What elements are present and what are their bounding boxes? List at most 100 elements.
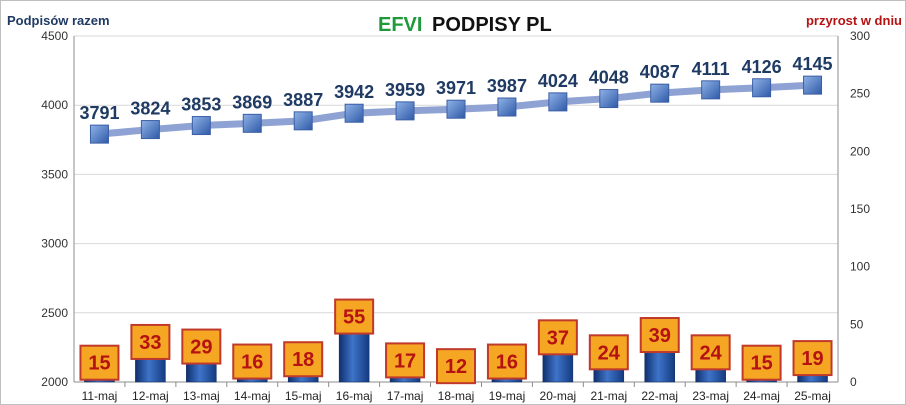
y-right-tick-label: 100 bbox=[850, 260, 870, 274]
x-tick-label: 24-maj bbox=[743, 389, 780, 403]
line-point bbox=[752, 78, 772, 98]
line-point bbox=[803, 75, 823, 95]
bar-value-box bbox=[588, 334, 629, 371]
line-point bbox=[191, 116, 211, 136]
line-point bbox=[89, 124, 109, 144]
bar-value-label: 24 bbox=[700, 342, 723, 364]
line-point bbox=[293, 111, 313, 131]
line-value-label: 4126 bbox=[742, 57, 782, 77]
bar-value-label: 19 bbox=[801, 348, 823, 370]
bar-value-box bbox=[232, 343, 273, 380]
line-value-label: 4087 bbox=[640, 62, 680, 82]
y-left-tick-label: 2000 bbox=[41, 375, 68, 389]
line-value-label: 3887 bbox=[283, 90, 323, 110]
x-tick-label: 13-maj bbox=[183, 389, 220, 403]
y-axis-left-label: Podpisów razem bbox=[7, 13, 110, 28]
x-tick-label: 20-maj bbox=[540, 389, 577, 403]
line-value-label: 4024 bbox=[538, 71, 578, 91]
x-tick-label: 12-maj bbox=[132, 389, 169, 403]
line-value-label: 3853 bbox=[181, 95, 221, 115]
y-right-tick-label: 0 bbox=[850, 375, 857, 389]
bar-value-box bbox=[792, 340, 833, 377]
chart-title: PODPISY PL bbox=[432, 14, 552, 36]
data-labels: 15 33 29 16 18 55 17 12 16 37 24 39 24 15 19 3791 3824 38… bbox=[79, 54, 833, 385]
bar-value-box bbox=[181, 328, 222, 365]
bar-value-label: 29 bbox=[190, 337, 212, 359]
y-left-tick-label: 3000 bbox=[41, 237, 68, 251]
line-point bbox=[497, 97, 517, 117]
bar-value-label: 12 bbox=[445, 356, 467, 378]
bar-value-box bbox=[436, 348, 476, 385]
bar-value-label: 15 bbox=[750, 353, 772, 375]
line-point bbox=[650, 83, 670, 103]
bar-value-box bbox=[283, 341, 324, 378]
x-tick-label: 18-maj bbox=[438, 389, 475, 403]
y-axis-left-ticks: 2000 2500 3000 3500 4000 4500 bbox=[41, 29, 68, 389]
y-left-tick-label: 4000 bbox=[41, 98, 68, 112]
line-value-label: 3959 bbox=[385, 80, 425, 100]
bar-value-label: 24 bbox=[598, 342, 621, 364]
line-value-label: 3791 bbox=[79, 103, 119, 123]
bar-value-box bbox=[639, 317, 680, 354]
x-tick-label: 16-maj bbox=[336, 389, 373, 403]
x-tick-label: 25-maj bbox=[794, 389, 831, 403]
x-axis-ticks: 11-maj 12-maj 13-maj 14-maj 15-maj 16-maj 17-m… bbox=[82, 382, 831, 403]
bar-value-box bbox=[334, 298, 375, 335]
x-tick-label: 21-maj bbox=[590, 389, 627, 403]
y-left-tick-label: 2500 bbox=[41, 306, 68, 320]
y-right-tick-label: 300 bbox=[850, 29, 870, 43]
line-value-label: 3824 bbox=[130, 99, 170, 119]
line-value-label: 4145 bbox=[793, 54, 833, 74]
line-value-label: 3869 bbox=[232, 92, 272, 112]
bar-value-box bbox=[385, 342, 426, 379]
x-tick-label: 15-maj bbox=[285, 389, 322, 403]
bar-value-box bbox=[130, 323, 171, 360]
bar-value-box bbox=[690, 334, 731, 371]
x-tick-label: 23-maj bbox=[692, 389, 729, 403]
line-value-label: 3942 bbox=[334, 82, 374, 102]
y-right-tick-label: 150 bbox=[850, 202, 870, 216]
line-point bbox=[395, 101, 415, 121]
line-point bbox=[140, 120, 160, 140]
line-point bbox=[701, 80, 721, 100]
y-right-tick-label: 50 bbox=[850, 317, 864, 331]
bar-value-label: 33 bbox=[139, 332, 161, 354]
x-tick-label: 19-maj bbox=[489, 389, 526, 403]
bar-value-label: 16 bbox=[241, 352, 263, 374]
line-point bbox=[446, 99, 466, 119]
line-series bbox=[89, 75, 823, 144]
line-value-label: 4111 bbox=[692, 59, 730, 79]
line-value-label: 4048 bbox=[589, 68, 629, 88]
y-left-tick-label: 4500 bbox=[41, 29, 68, 43]
x-tick-label: 11-maj bbox=[82, 389, 118, 403]
line-value-label: 3971 bbox=[436, 78, 476, 98]
y-right-tick-label: 250 bbox=[850, 87, 870, 101]
bar-value-label: 37 bbox=[547, 327, 569, 349]
bar-value-label: 18 bbox=[292, 349, 314, 371]
grid bbox=[74, 35, 838, 314]
line-point bbox=[599, 89, 619, 109]
bar-value-label: 15 bbox=[88, 353, 110, 375]
y-right-tick-label: 200 bbox=[850, 144, 870, 158]
bar-value-box bbox=[79, 344, 120, 381]
y-axis-right-label: przyrost w dniu bbox=[806, 13, 902, 28]
x-tick-label: 22-maj bbox=[641, 389, 678, 403]
y-axis-right-ticks: 0 50 100 150 200 250 300 bbox=[850, 29, 870, 389]
bar-value-box bbox=[537, 319, 578, 356]
line-point bbox=[344, 103, 364, 123]
bar-value-label: 55 bbox=[343, 307, 365, 329]
x-tick-label: 17-maj bbox=[387, 389, 424, 403]
bar-value-box bbox=[486, 343, 527, 380]
line-point bbox=[242, 113, 262, 133]
x-tick-label: 14-maj bbox=[234, 389, 271, 403]
line-point bbox=[548, 92, 568, 112]
bar-value-label: 17 bbox=[394, 350, 416, 372]
bar-value-label: 16 bbox=[496, 352, 518, 374]
bar-value-label: 39 bbox=[649, 325, 671, 347]
chart-title-efvi: EFVI bbox=[378, 14, 422, 36]
bar-value-box bbox=[741, 344, 782, 381]
y-left-tick-label: 3500 bbox=[41, 167, 68, 181]
line-value-label: 3987 bbox=[487, 76, 527, 96]
